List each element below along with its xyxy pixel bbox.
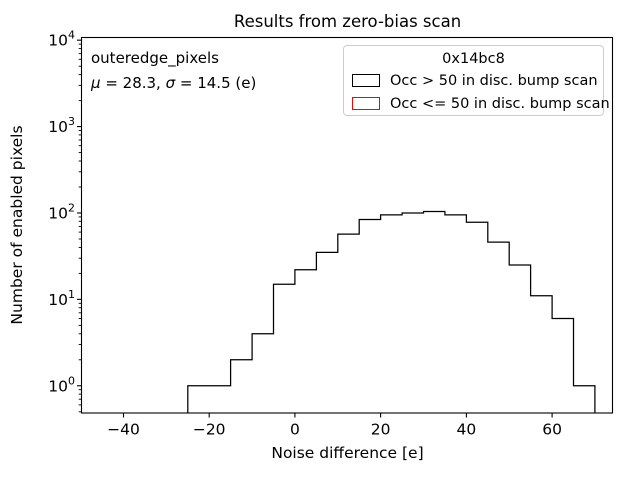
legend-swatch-red-histogram [352,97,380,110]
x-tick-label: −20 [193,421,226,439]
x-tick-label: 40 [457,421,477,439]
legend-swatch-black-histogram [352,74,380,87]
histogram-step-line [187,210,596,413]
legend-entry-label: Occ > 50 in disc. bump scan [390,72,598,89]
stats-text: = 14.5 (e) [175,74,257,92]
y-axis-label: Number of enabled pixels [8,125,26,325]
y-tick-label: 100 [48,374,75,395]
y-tick-label: 102 [48,202,75,223]
annotation-dataset-label: outeredge_pixels [91,49,219,67]
greek-symbol: σ [165,74,176,92]
annotation-box: outeredge_pixels μ = 28.3, σ = 14.5 (e) [91,46,256,96]
y-tick-label: 101 [48,288,75,309]
legend-entry-label: Occ <= 50 in disc. bump scan [390,95,610,112]
legend: 0x14bc8 Occ > 50 in disc. bump scan Occ … [343,45,610,116]
x-tick-label: 20 [371,421,391,439]
annotation-stats: μ = 28.3, σ = 14.5 (e) [91,71,256,96]
stats-text: = 28.3, [100,74,166,92]
y-tick-label: 104 [48,29,75,50]
greek-symbol: μ [91,74,101,92]
x-tick-label: 60 [542,421,562,439]
axes-spines [80,36,614,414]
x-axis-label: Noise difference [e] [271,444,424,462]
legend-entry-occ-le-50: Occ <= 50 in disc. bump scan [344,92,610,115]
y-tick-label: 103 [48,115,75,136]
legend-title: 0x14bc8 [442,51,505,67]
legend-entry-occ-gt-50: Occ > 50 in disc. bump scan [344,69,603,92]
chart-title: Results from zero-bias scan [233,12,462,31]
x-tick-label: −40 [107,421,140,439]
x-tick-label: 0 [290,421,300,439]
